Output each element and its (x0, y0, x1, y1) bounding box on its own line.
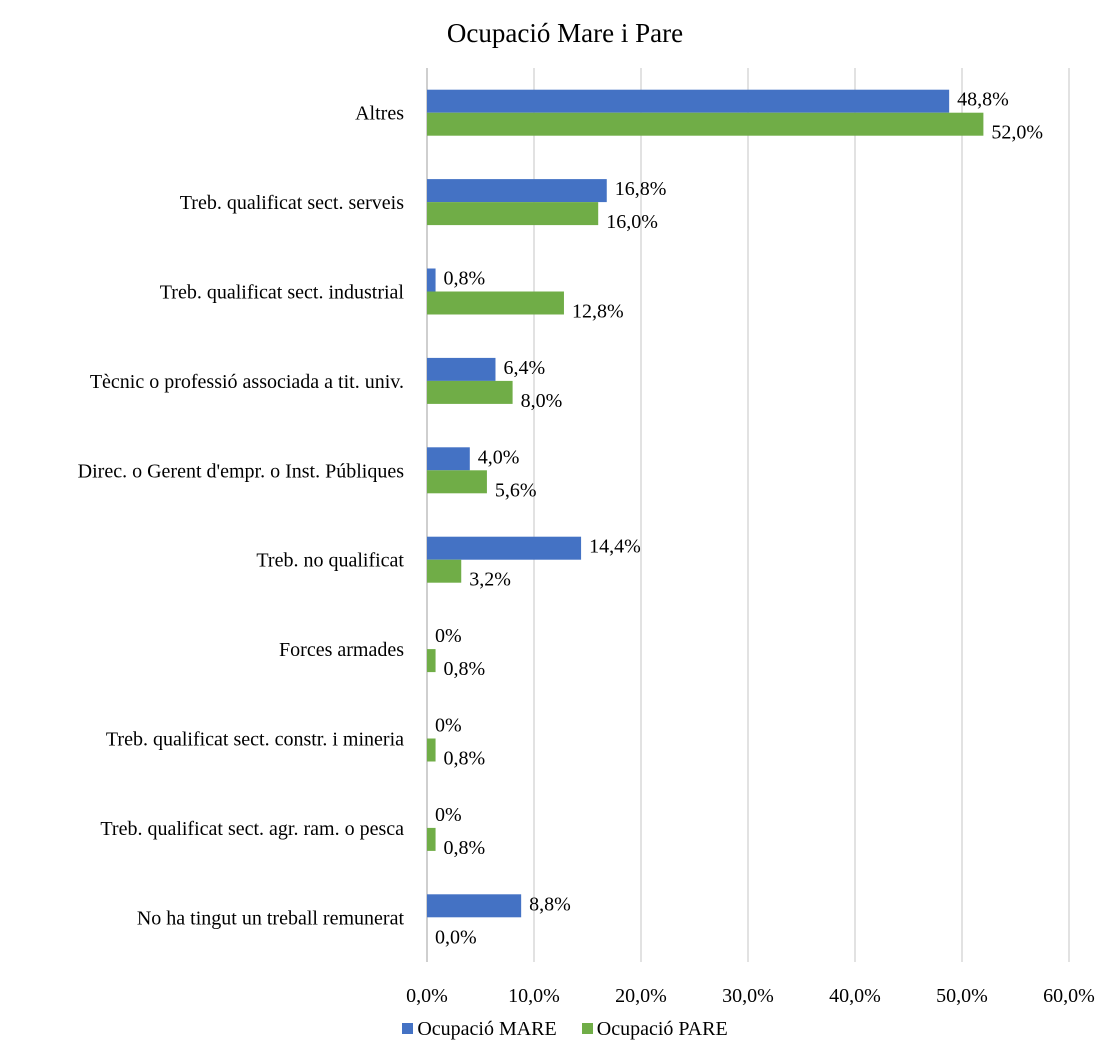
category-label: Treb. qualificat sect. industrial (160, 282, 405, 304)
bar-pare (427, 470, 487, 494)
data-label-mare: 16,8% (615, 178, 667, 200)
legend-label-pare: Ocupació PARE (596, 1018, 728, 1040)
data-label-mare: 14,4% (589, 536, 641, 558)
data-label-mare: 0% (435, 715, 462, 737)
legend-label-mare: Ocupació MARE (417, 1018, 557, 1040)
data-label-mare: 6,4% (503, 357, 545, 379)
x-tick-label: 10,0% (508, 985, 560, 1007)
data-label-mare: 4,0% (478, 446, 520, 468)
category-label: No ha tingut un treball remunerat (137, 907, 405, 929)
category-label: Treb. no qualificat (256, 550, 404, 572)
x-tick-label: 40,0% (829, 985, 881, 1007)
category-label: Tècnic o professió associada a tit. univ… (90, 371, 404, 393)
data-label-pare: 52,0% (991, 122, 1043, 144)
data-label-mare: 0,8% (444, 268, 486, 290)
data-label-mare: 0% (435, 804, 462, 826)
data-label-mare: 48,8% (957, 89, 1009, 111)
bar-mare (427, 268, 436, 292)
x-tick-label: 0,0% (406, 985, 448, 1007)
data-label-pare: 5,6% (495, 479, 537, 501)
legend-swatch-mare (402, 1023, 414, 1034)
bar-mare (427, 357, 496, 381)
x-tick-label: 20,0% (615, 985, 667, 1007)
chart-title: Ocupació Mare i Pare (446, 18, 684, 48)
category-label: Direc. o Gerent d'empr. o Inst. Públique… (78, 460, 405, 482)
legend-swatch-pare (581, 1023, 593, 1034)
bar-pare (427, 291, 564, 315)
bar-pare (427, 738, 436, 762)
bar-chart: 0,0% 10,0% 20,0% 30,0% 40,0% 50,0% 60,0% Altres… (78, 68, 1095, 1007)
category-label: Altres (355, 103, 404, 125)
bar-pare (427, 380, 513, 404)
bar-pare (427, 202, 599, 226)
bar-mare (427, 89, 950, 113)
legend-item-mare: Ocupació MARE (402, 1018, 557, 1041)
x-tick-label: 50,0% (936, 985, 988, 1007)
data-label-pare: 0,0% (435, 926, 477, 948)
data-label-pare: 3,2% (469, 569, 511, 591)
bar-pare (427, 112, 984, 136)
bar-mare (427, 894, 522, 918)
bar-pare (427, 559, 462, 583)
category-label: Treb. qualificat sect. agr. ram. o pesca (100, 818, 404, 840)
data-label-mare: 8,8% (529, 893, 571, 915)
data-label-pare: 12,8% (572, 301, 624, 323)
legend-item-pare: Ocupació PARE (581, 1018, 728, 1041)
x-tick-label: 60,0% (1043, 985, 1095, 1007)
data-label-mare: 0% (435, 625, 462, 647)
bar-mare (427, 179, 607, 203)
data-label-pare: 0,8% (444, 748, 486, 770)
legend: Ocupació MARE Ocupació PARE (0, 1018, 1099, 1041)
category-label: Treb. qualificat sect. constr. i mineria (106, 729, 404, 751)
bar-pare (427, 827, 436, 851)
data-label-pare: 0,8% (444, 837, 486, 859)
category-label: Forces armades (279, 639, 404, 661)
bar-pare (427, 649, 436, 673)
data-label-pare: 0,8% (444, 658, 486, 680)
category-label: Treb. qualificat sect. serveis (180, 192, 404, 214)
bar-mare (427, 536, 582, 560)
data-label-pare: 8,0% (521, 390, 563, 412)
bar-mare (427, 447, 470, 471)
data-label-pare: 16,0% (606, 211, 658, 233)
x-tick-label: 30,0% (722, 985, 774, 1007)
